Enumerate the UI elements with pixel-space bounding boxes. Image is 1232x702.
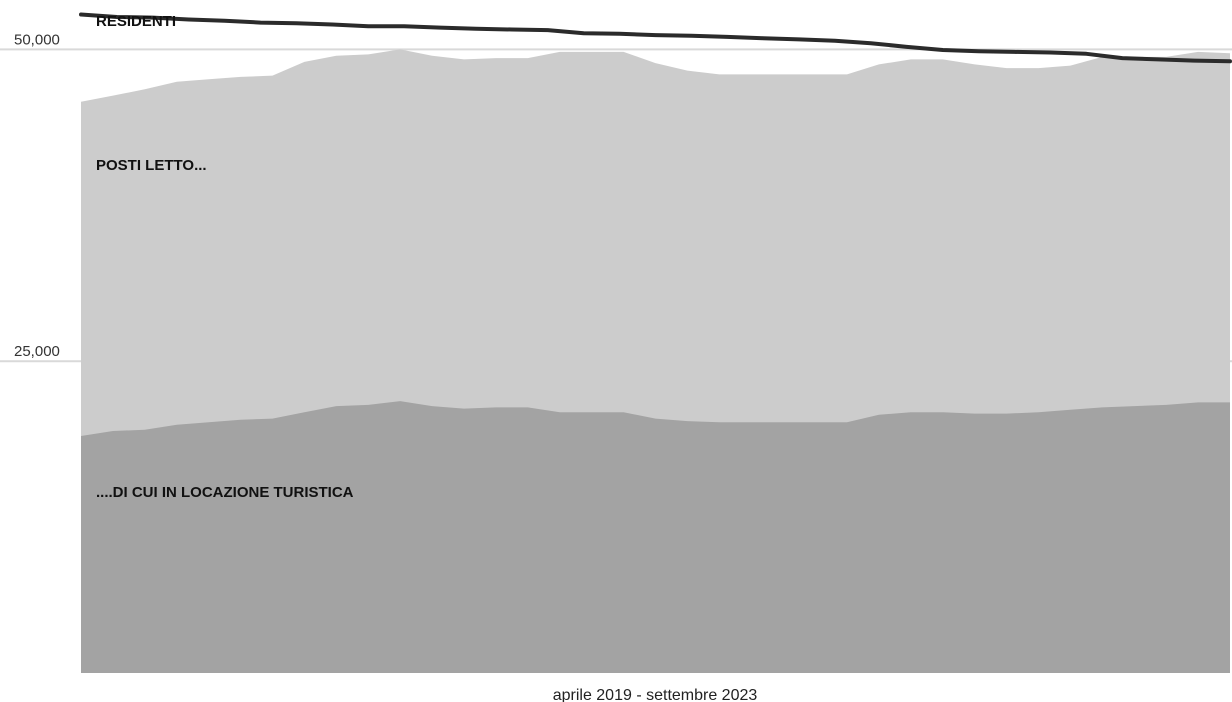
locazione-turistica-area bbox=[81, 401, 1230, 673]
y-axis-ticks: 25,000 50,000 bbox=[14, 31, 60, 360]
locazione-turistica-label: ....DI CUI IN LOCAZIONE TURISTICA bbox=[96, 484, 354, 501]
residenti-line bbox=[79, 12, 1232, 64]
residenti-label: RESIDENTI bbox=[96, 13, 176, 30]
y-tick-label: 50,000 bbox=[14, 31, 60, 48]
x-axis-label: aprile 2019 - settembre 2023 bbox=[553, 687, 758, 702]
posti-letto-label: POSTI LETTO... bbox=[96, 157, 207, 174]
y-tick-label: 25,000 bbox=[14, 343, 60, 360]
